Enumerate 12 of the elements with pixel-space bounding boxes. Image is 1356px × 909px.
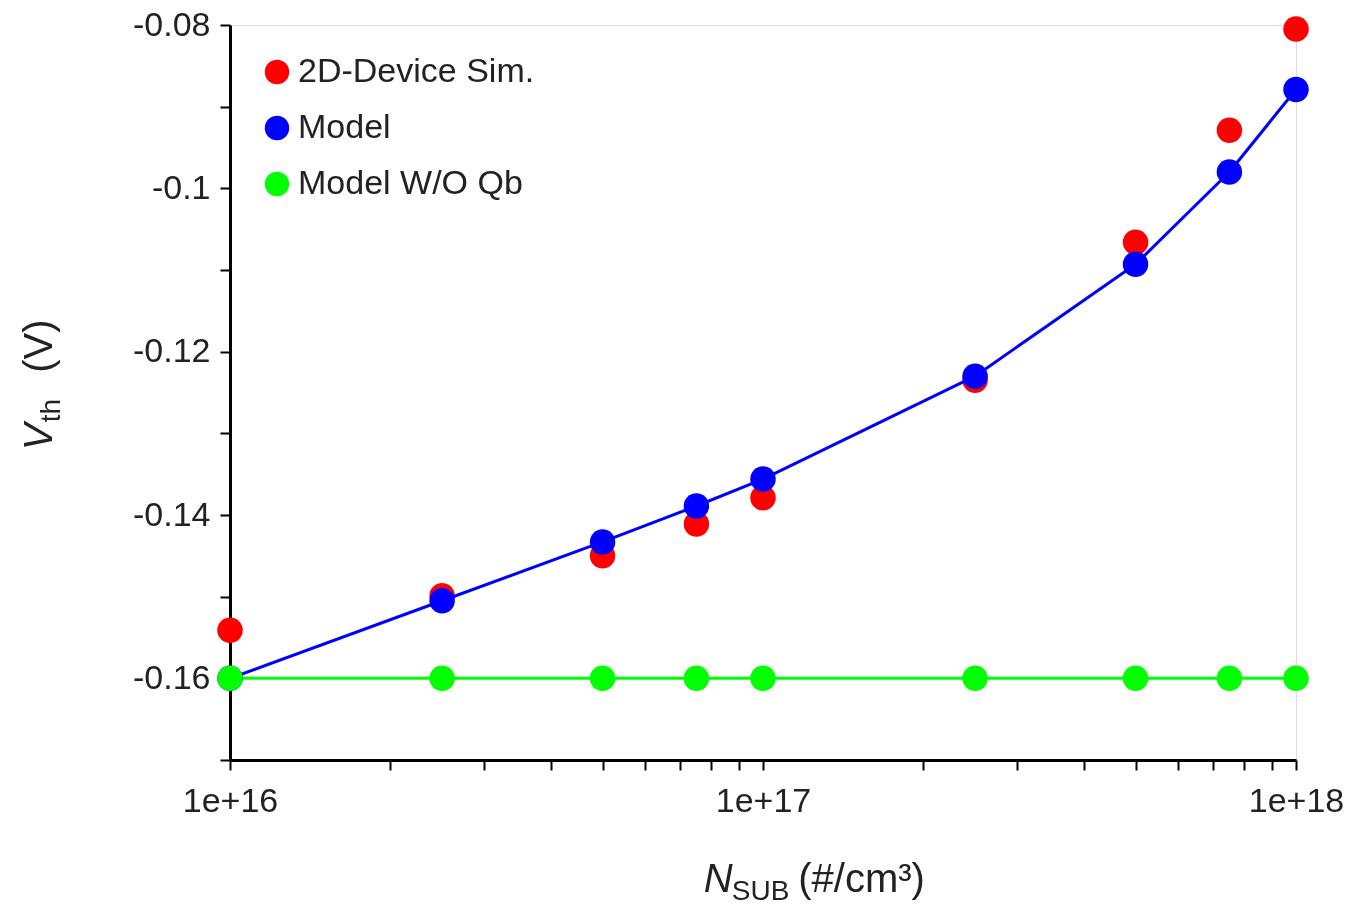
x-tick-label: 1e+17 <box>715 780 812 819</box>
x-tick-label: 1e+16 <box>182 780 279 819</box>
y-tick-label: -0.16 <box>133 657 211 696</box>
y-tick-label: -0.1 <box>151 167 211 206</box>
legend-label: Model W/O Qb <box>298 163 523 201</box>
y-tick-label: -0.12 <box>133 331 211 370</box>
x-tick-label: 1e+18 <box>1248 780 1345 819</box>
y-tick-label: -0.08 <box>133 4 211 43</box>
legend-label: 2D-Device Sim. <box>298 51 535 89</box>
y-axis-title: Vth (V) <box>16 319 66 451</box>
legend-label: Model <box>298 107 391 145</box>
y-tick-label: -0.14 <box>133 494 211 533</box>
